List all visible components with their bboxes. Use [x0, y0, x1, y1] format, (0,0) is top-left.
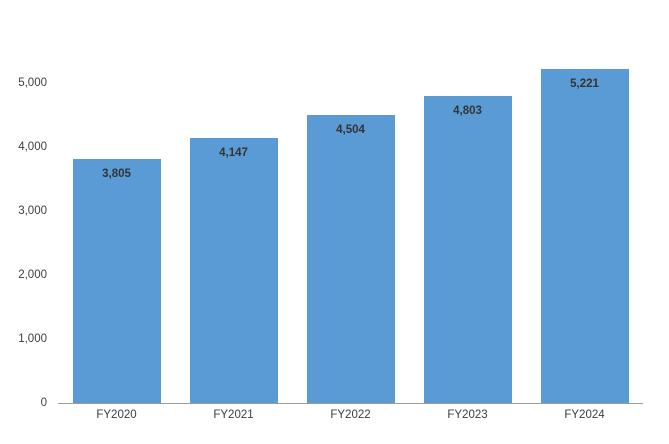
y-axis-tick-label: 0	[40, 397, 47, 409]
bar-FY2023: 4,803	[423, 95, 512, 403]
bar-FY2020: 3,805	[72, 159, 161, 403]
bar-value-label: 3,805	[102, 168, 131, 181]
x-axis-tick-label: FY2023	[447, 409, 488, 421]
bar-value-label: 4,147	[219, 146, 248, 159]
x-axis-line	[58, 403, 643, 404]
bar-value-label: 4,803	[453, 104, 482, 117]
y-axis-tick-label: 3,000	[18, 205, 47, 217]
y-axis-tick-label: 5,000	[18, 77, 47, 89]
bar-FY2024: 5,221	[540, 68, 629, 403]
x-axis-tick-label: FY2021	[213, 409, 254, 421]
x-axis-tick-label: FY2022	[330, 409, 371, 421]
bar-value-label: 5,221	[570, 77, 599, 90]
x-axis-tick-label: FY2024	[564, 409, 605, 421]
y-axis-tick-label: 1,000	[18, 333, 47, 345]
y-axis-tick-label: 4,000	[18, 141, 47, 153]
x-axis-tick-label: FY2020	[96, 409, 137, 421]
bar-FY2021: 4,147	[189, 137, 278, 403]
bar-value-label: 4,504	[336, 123, 365, 136]
bar-FY2022: 4,504	[306, 114, 395, 403]
y-axis-tick-label: 2,000	[18, 269, 47, 281]
